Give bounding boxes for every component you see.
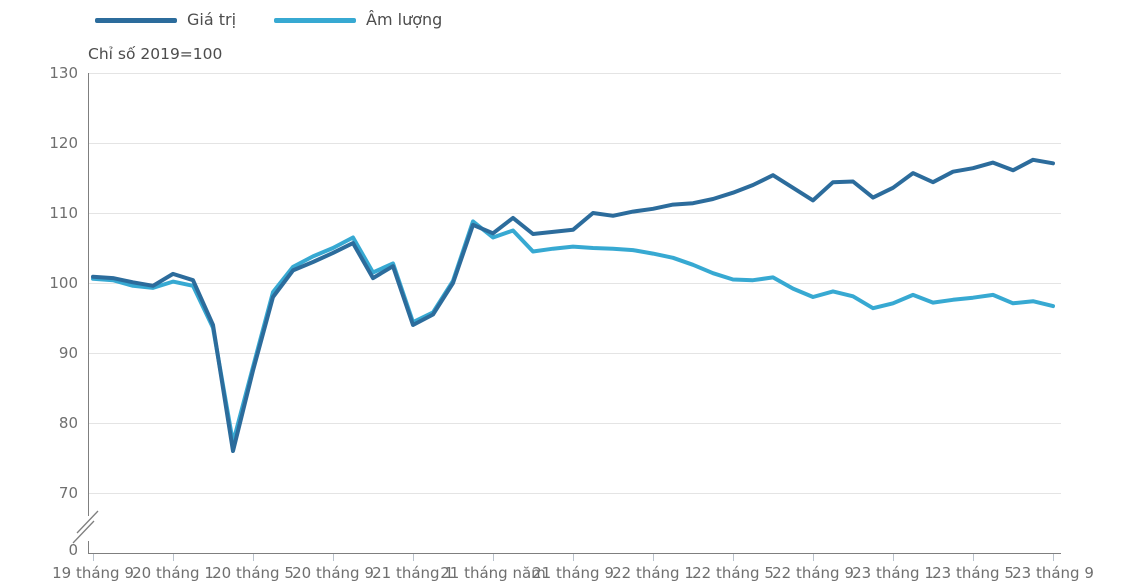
legend-swatch-volume-line (274, 17, 357, 23)
axis-break-slash (72, 520, 95, 544)
legend-item-volume: Âm lượng (274, 8, 442, 32)
x-tick-label-6: 21 tháng 9 (532, 564, 614, 582)
y-tick-label-70: 70 (58, 484, 78, 502)
y-tick-label-120: 120 (49, 134, 78, 152)
y-tick-label-130: 130 (49, 64, 78, 82)
x-tick-label-8: 22 tháng 5 (692, 564, 774, 582)
x-tick-label-2: 20 tháng 5 (212, 564, 294, 582)
y-tick-label-100: 100 (49, 274, 78, 292)
x-tick-label-1: 20 tháng 1 (132, 564, 214, 582)
x-tick-label-3: 20 tháng 9 (292, 564, 374, 582)
series-line-value (91, 157, 1055, 453)
x-tick-label-9: 22 tháng 9 (772, 564, 854, 582)
x-tick-label-0: 19 tháng 9 (52, 564, 134, 582)
legend-label-value: Giá trị (187, 10, 237, 29)
y-tick-label-80: 80 (58, 414, 78, 432)
axis-unit-label: Chỉ số 2019=100 (88, 45, 223, 63)
x-tick-label-10: 23 tháng 1 (852, 564, 934, 582)
y-tick-label-0: 0 (68, 541, 78, 559)
series-line-volume (91, 219, 1055, 445)
x-tick-label-5: 21 tháng năm (440, 564, 546, 582)
legend-swatch-value-line (95, 17, 177, 23)
legend-item-value: Giá trị (95, 8, 236, 32)
x-tick-label-12: 23 tháng 9 (1012, 564, 1094, 582)
axis-break-slash (76, 510, 99, 534)
legend-label-volume: Âm lượng (366, 10, 443, 29)
x-tick-label-11: 23 tháng 5 (932, 564, 1014, 582)
chart-legend: Giá trị Âm lượng (95, 8, 442, 32)
y-tick-label-110: 110 (49, 204, 78, 222)
x-tick-label-4: 21 tháng 1 (372, 564, 454, 582)
x-tick-label-7: 22 tháng 1 (612, 564, 694, 582)
y-tick-label-90: 90 (58, 344, 78, 362)
